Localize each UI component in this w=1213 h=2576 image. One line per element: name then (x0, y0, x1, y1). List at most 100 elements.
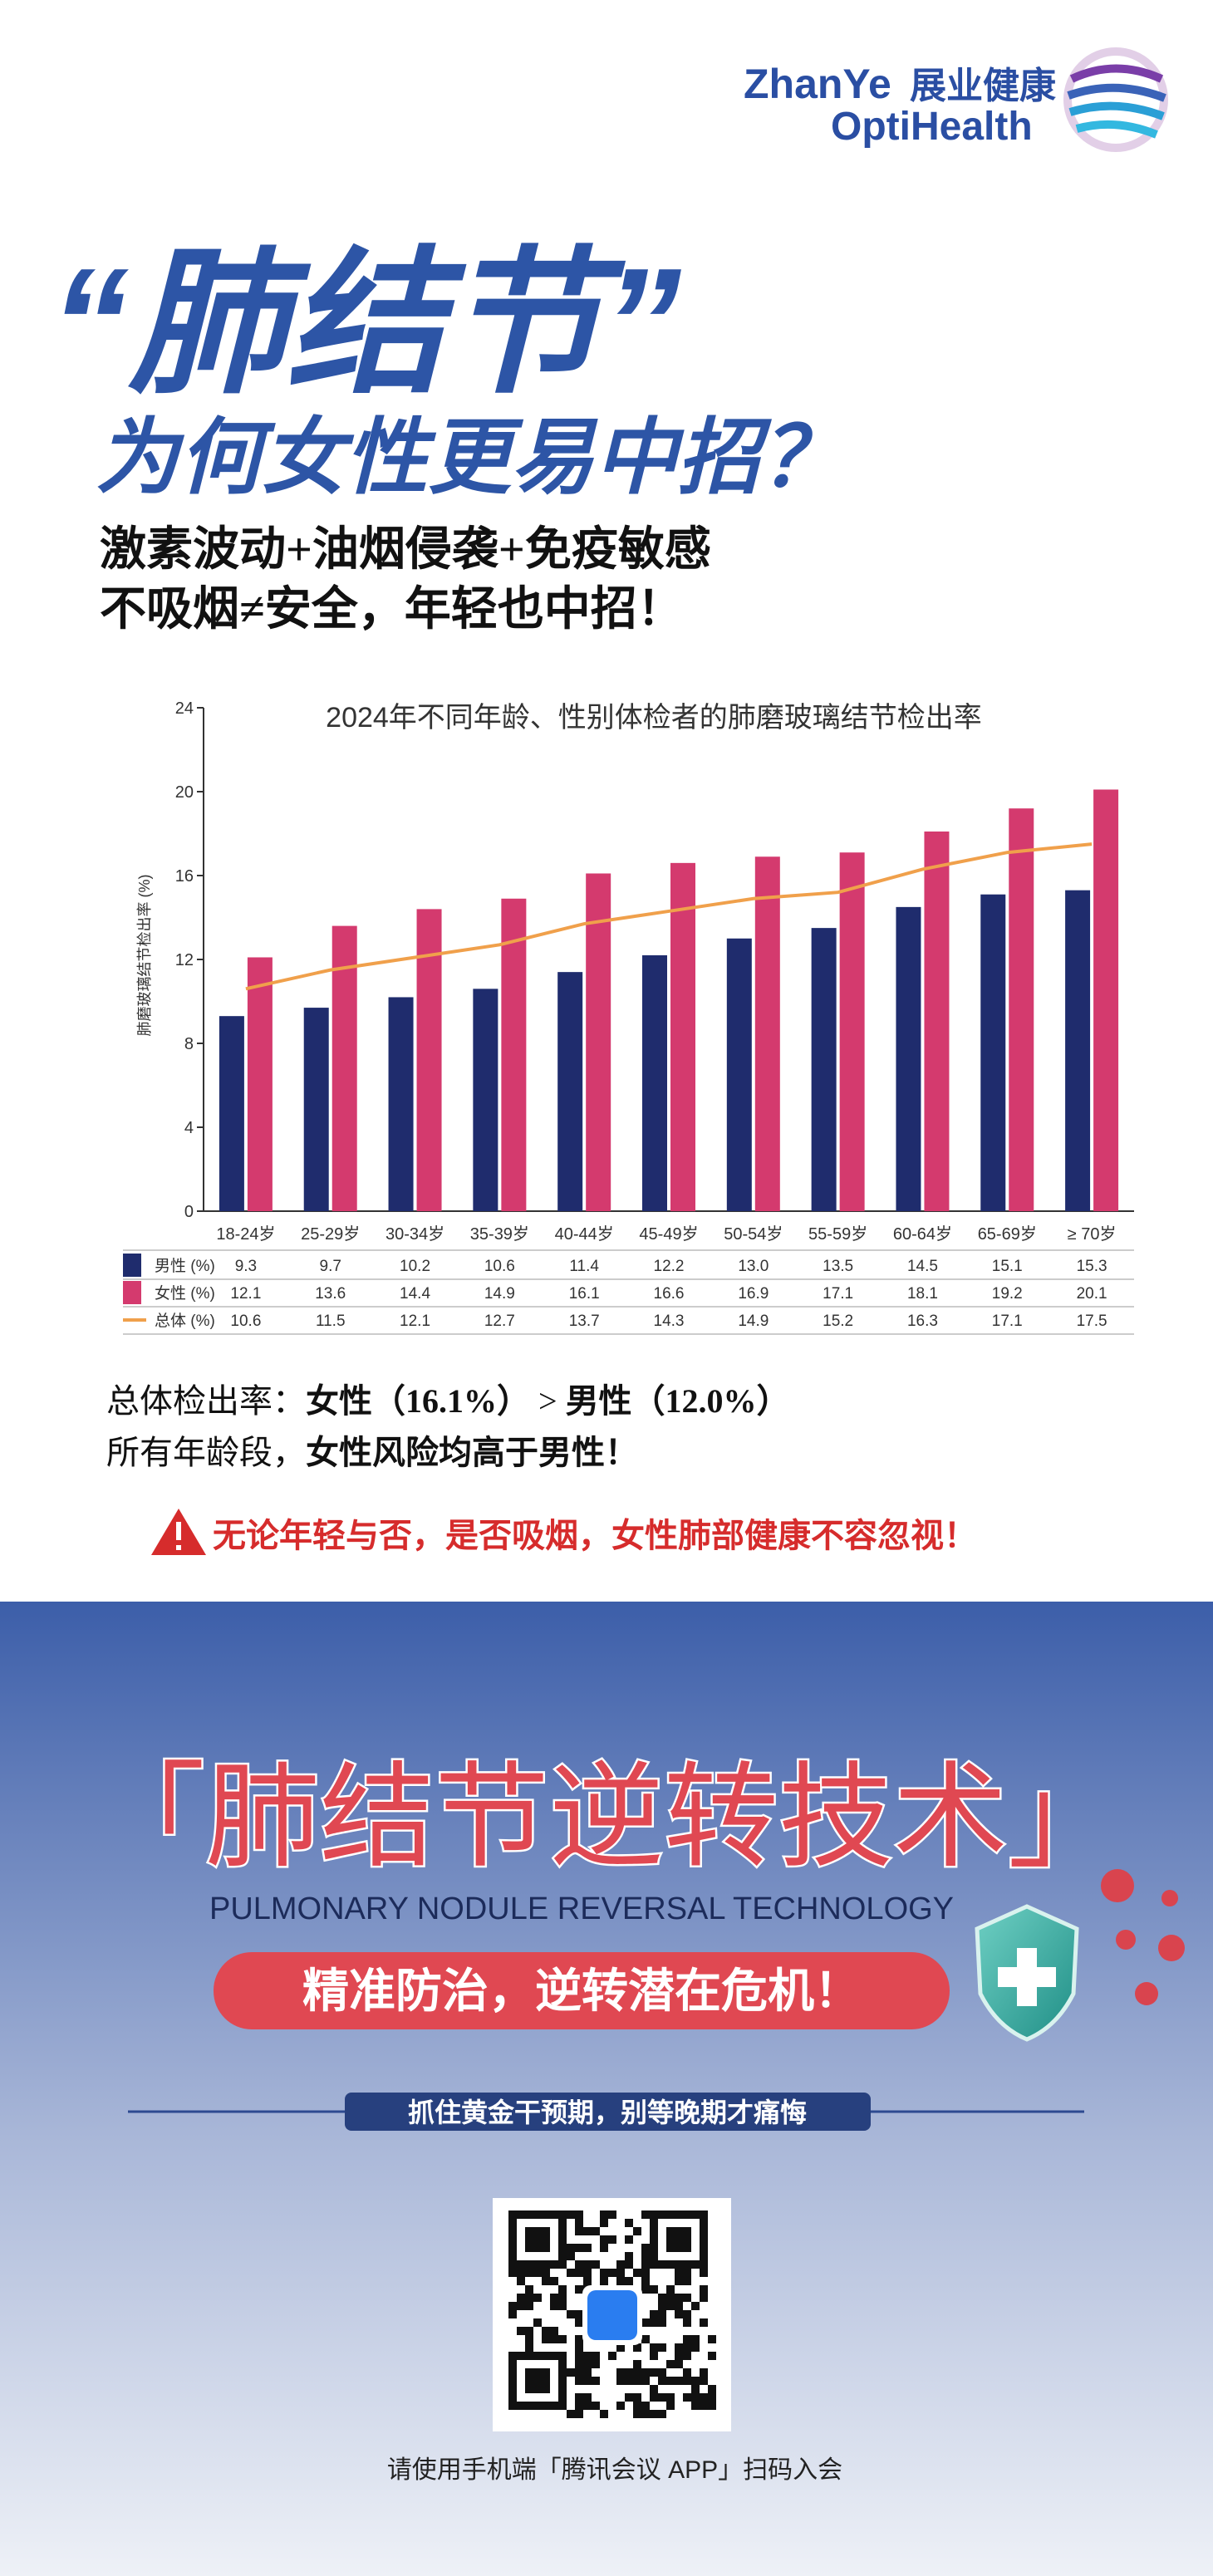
qr-module (575, 2318, 583, 2327)
y-tick-label: 16 (175, 867, 194, 886)
legend-swatch (123, 1281, 141, 1304)
table-value: 17.1 (992, 1313, 1023, 1330)
qr-finder (525, 2227, 550, 2252)
qr-module (517, 2294, 525, 2302)
qr-module (666, 2402, 675, 2410)
qr-module (675, 2277, 683, 2285)
bar (331, 925, 357, 1211)
qr-module (683, 2269, 691, 2277)
bar (303, 1008, 329, 1211)
table-value: 17.5 (1077, 1313, 1107, 1330)
qr-module (641, 2260, 650, 2269)
qr-module (658, 2318, 666, 2327)
qr-module (650, 2410, 658, 2418)
qr-module (550, 2327, 558, 2335)
table-value: 20.1 (1077, 1285, 1107, 1303)
qr-module (691, 2302, 700, 2310)
qr-module (583, 2260, 592, 2269)
x-tick-label: 25-29岁 (301, 1224, 360, 1244)
qr-module (625, 2277, 633, 2285)
qr-module (666, 2302, 675, 2310)
line-series (245, 842, 1093, 991)
bar (501, 898, 527, 1211)
qr-module (683, 2393, 691, 2402)
qr-module (542, 2277, 550, 2285)
y-axis-label: 肺磨玻璃结节检出率 (%) (136, 875, 153, 1037)
qr-module (583, 2244, 592, 2252)
qr-module (583, 2227, 592, 2235)
summary-text: > (530, 1382, 566, 1420)
qr-module (633, 2368, 641, 2377)
y-tick-label: 0 (184, 1203, 194, 1221)
bar (1093, 789, 1119, 1211)
y-tick-label: 12 (175, 951, 194, 969)
bar (247, 957, 273, 1211)
qr-module (633, 2227, 641, 2235)
bar (670, 862, 695, 1211)
bar (416, 909, 442, 1211)
qr-module (658, 2302, 666, 2310)
qr-module (650, 2318, 658, 2327)
qr-module (633, 2269, 641, 2277)
qr-module (575, 2227, 583, 2235)
qr-module (700, 2393, 708, 2402)
qr-module (575, 2335, 583, 2343)
tagline-pill (345, 2093, 871, 2131)
x-tick-label: 45-49岁 (639, 1224, 698, 1244)
bar (1009, 808, 1034, 1211)
qr-module (633, 2402, 641, 2410)
qr-module (675, 2310, 683, 2318)
qr-module (592, 2402, 600, 2410)
table-value: 10.2 (400, 1258, 430, 1275)
qr-module (508, 2269, 517, 2277)
table-value: 17.1 (823, 1285, 853, 1303)
qr-module (567, 2310, 575, 2318)
qr-module (575, 2360, 583, 2368)
qr-hint: 请使用手机端「腾讯会议 APP」扫码入会 (387, 2456, 842, 2484)
qr-finder (508, 2210, 567, 2269)
table-value: 14.4 (400, 1285, 430, 1303)
qr-module (641, 2335, 650, 2343)
qr-module (542, 2335, 550, 2343)
qr-module (567, 2410, 575, 2418)
qr-module (567, 2368, 575, 2377)
table-value: 13.5 (823, 1258, 853, 1275)
qr-module (700, 2318, 708, 2327)
promo-title: 「肺结节逆转技术」 (91, 1754, 1122, 1882)
qr-module (600, 2210, 608, 2219)
qr-module (592, 2377, 600, 2385)
shield-icon (975, 1904, 1079, 2042)
qr-module (575, 2410, 583, 2418)
qr-module (575, 2244, 583, 2252)
qr-module (691, 2393, 700, 2402)
qr-module (700, 2402, 708, 2410)
qr-module (675, 2302, 683, 2310)
qr-module (641, 2269, 650, 2277)
qr-module (633, 2410, 641, 2418)
qr-module (641, 2377, 650, 2385)
qr-module (666, 2393, 675, 2402)
qr-module (525, 2327, 533, 2335)
qr-module (575, 2285, 583, 2294)
qr-module (525, 2343, 533, 2352)
legend-label: 女性 (%) (155, 1284, 215, 1303)
qr-module (517, 2277, 525, 2285)
qr-module (592, 2360, 600, 2368)
qr-module (700, 2368, 708, 2377)
qr-module (708, 2393, 716, 2402)
y-tick-label: 8 (184, 1035, 194, 1053)
table-value: 16.3 (907, 1313, 938, 1330)
qr-module (625, 2377, 633, 2385)
qr-finder (666, 2227, 691, 2252)
virus-icons (1101, 1869, 1185, 2005)
qr-module (525, 2269, 533, 2277)
qr-module (625, 2235, 633, 2244)
qr-module (600, 2244, 608, 2252)
qr-module (558, 2285, 567, 2294)
qr-module (675, 2360, 683, 2368)
qr-module (641, 2277, 650, 2285)
qr-module (650, 2310, 658, 2318)
chart: 2024年不同年龄、性别体检者的肺磨玻璃结节检出率 肺磨玻璃结节检出率 (%) … (123, 699, 1134, 1335)
brand-en: ZhanYe (744, 61, 891, 107)
qr-module (691, 2402, 700, 2410)
